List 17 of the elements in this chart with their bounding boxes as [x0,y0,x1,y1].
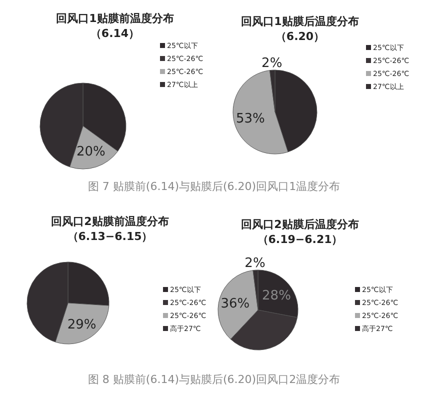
caption: 图 8 贴膜前(6.14)与贴膜后(6.20)回风口2温度分布 [88,373,340,386]
chart-title: 回风口2贴膜后温度分布 [241,218,359,231]
data-label: 53% [236,111,265,126]
chart-title: 回风口1贴膜前温度分布 [56,12,174,25]
chart-subtitle: （6.19−6.21） [257,233,343,246]
data-label: 36% [220,296,250,312]
chart-subtitle: （6.13−6.15） [67,230,153,243]
data-label: 20% [76,144,106,160]
chart-title: 回风口2贴膜前温度分布 [51,215,169,228]
chart-title: 回风口1贴膜后温度分布 [241,15,359,28]
data-label: 28% [262,288,291,304]
data-label: 29% [67,317,96,332]
chart-subtitle: （6.20） [275,30,325,43]
data-label: 2% [262,56,282,72]
chart-subtitle: （6.14） [90,27,140,40]
caption: 图 7 贴膜前(6.14)与贴膜后(6.20)回风口1温度分布 [88,180,340,193]
data-label: 2% [244,256,266,272]
